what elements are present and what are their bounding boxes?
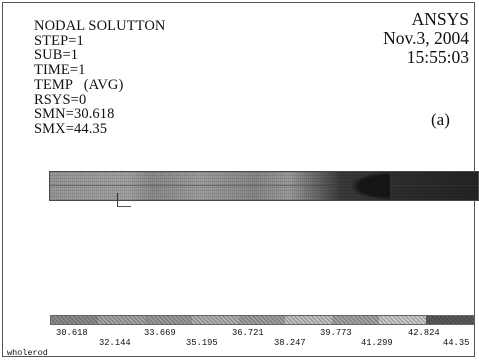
legend-swatch-2 [144, 316, 192, 324]
footer-label: wholerod [7, 348, 48, 358]
legend-swatch-1 [97, 316, 145, 324]
legend-label: 32.144 [99, 338, 131, 348]
rsys-value: RSYS=0 [34, 91, 87, 108]
substep-value: SUB=1 [34, 47, 79, 64]
solution-title: NODAL SOLUTTON [34, 18, 166, 34]
solution-info-block: NODAL SOLUTTON STEP=1 SUB=1 TIME=1 TEMP … [34, 19, 166, 137]
rod-centerline [50, 185, 478, 186]
legend-swatch-5 [285, 316, 333, 324]
rod-gradient-front [350, 172, 390, 200]
legend-label: 39.773 [320, 328, 352, 338]
legend-swatch-8 [426, 316, 474, 324]
rod-contour-plot [49, 171, 479, 201]
legend-swatch-7 [379, 316, 427, 324]
contour-legend-bar [50, 315, 474, 325]
legend-label: 30.618 [56, 328, 88, 338]
legend-label: 42.824 [408, 328, 440, 338]
legend-swatch-4 [238, 316, 286, 324]
step-value: STEP=1 [34, 32, 84, 49]
panel-tag: (a) [431, 110, 450, 129]
legend-label: 41.299 [361, 338, 393, 348]
legend-label: 35.195 [186, 338, 218, 348]
legend-label: 33.669 [144, 328, 176, 338]
legend-label: 44.35 [443, 338, 470, 348]
smn-value: SMN=30.618 [34, 106, 115, 123]
legend-swatch-3 [191, 316, 239, 324]
result-item: TEMP (AVG) [34, 76, 124, 93]
legend-swatch-6 [332, 316, 380, 324]
smx-value: SMX=44.35 [34, 120, 108, 137]
legend-swatch-0 [51, 316, 98, 324]
date-label: Nov.3, 2004 [383, 28, 469, 48]
coordinate-triad-icon [117, 193, 131, 207]
legend-label: 38.247 [274, 338, 306, 348]
time-label: 15:55:03 [406, 47, 469, 67]
brand-label: ANSYS [411, 9, 469, 29]
legend-label: 36.721 [232, 328, 264, 338]
time-value: TIME=1 [34, 62, 86, 79]
header-right: ANSYS Nov.3, 2004 15:55:03 [383, 10, 469, 67]
